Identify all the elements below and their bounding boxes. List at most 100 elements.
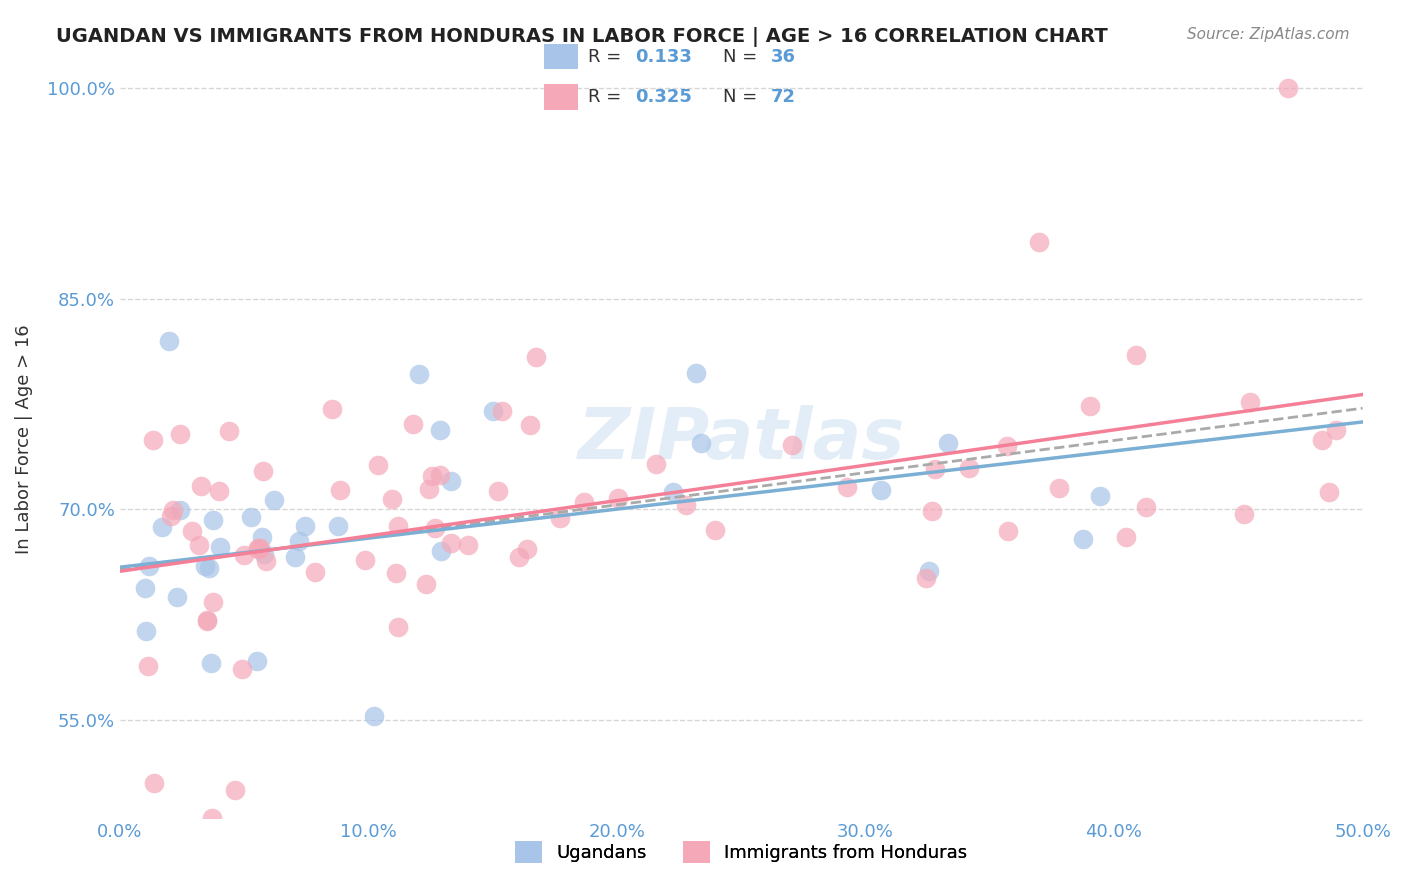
Point [440, 474, 463, 488]
Point [924, 462, 946, 476]
Point [143, 776, 166, 790]
Text: R =: R = [588, 87, 627, 105]
Point [401, 417, 423, 431]
Point [524, 351, 547, 365]
Point [169, 503, 191, 517]
Point [263, 493, 285, 508]
Point [995, 439, 1018, 453]
Point [1125, 347, 1147, 361]
Point [921, 504, 943, 518]
Text: 36: 36 [770, 47, 796, 65]
Point [190, 479, 212, 493]
Point [208, 483, 231, 498]
Point [429, 467, 451, 482]
Point [294, 519, 316, 533]
Point [188, 538, 211, 552]
Text: R =: R = [588, 47, 627, 65]
Point [381, 492, 404, 507]
Point [231, 662, 253, 676]
Point [160, 509, 183, 524]
Point [159, 868, 181, 882]
Point [1277, 80, 1299, 95]
Point [661, 485, 683, 500]
Text: UGANDAN VS IMMIGRANTS FROM HONDURAS IN LABOR FORCE | AGE > 16 CORRELATION CHART: UGANDAN VS IMMIGRANTS FROM HONDURAS IN L… [56, 27, 1108, 46]
Point [1239, 395, 1261, 409]
Y-axis label: In Labor Force | Age > 16: In Labor Force | Age > 16 [15, 324, 32, 554]
Point [574, 495, 596, 509]
Point [1078, 399, 1101, 413]
Point [415, 577, 437, 591]
Point [134, 581, 156, 595]
Point [239, 509, 262, 524]
FancyBboxPatch shape [544, 84, 578, 110]
Point [440, 535, 463, 549]
Point [252, 464, 274, 478]
Point [387, 519, 409, 533]
Point [1115, 530, 1137, 544]
Point [252, 547, 274, 561]
Point [385, 566, 408, 580]
Point [218, 424, 240, 438]
Point [703, 523, 725, 537]
Point [245, 654, 267, 668]
Text: 0.325: 0.325 [636, 87, 692, 105]
Point [780, 438, 803, 452]
Point [550, 511, 572, 525]
Point [142, 433, 165, 447]
Point [408, 367, 430, 381]
Point [354, 553, 377, 567]
Point [387, 619, 409, 633]
Point [429, 544, 451, 558]
Point [201, 595, 224, 609]
Point [181, 524, 204, 538]
Point [195, 615, 218, 629]
Point [516, 541, 538, 556]
Point [200, 812, 222, 826]
Point [457, 538, 479, 552]
Point [645, 457, 668, 471]
Text: N =: N = [723, 87, 763, 105]
Point [1326, 423, 1348, 437]
Point [1090, 489, 1112, 503]
Point [233, 548, 256, 562]
FancyBboxPatch shape [544, 44, 578, 70]
Point [1028, 235, 1050, 250]
Point [198, 561, 221, 575]
Point [150, 520, 173, 534]
Point [367, 458, 389, 473]
Point [1071, 532, 1094, 546]
Point [288, 534, 311, 549]
Point [159, 334, 181, 348]
Point [138, 558, 160, 573]
Point [328, 518, 350, 533]
Text: ZIPatlas: ZIPatlas [578, 405, 905, 474]
Text: 0.133: 0.133 [636, 47, 692, 65]
Point [136, 659, 159, 673]
Point [918, 564, 941, 578]
Point [418, 482, 440, 496]
Point [936, 436, 959, 450]
Point [508, 550, 530, 565]
Point [915, 570, 938, 584]
Point [246, 542, 269, 557]
Point [675, 498, 697, 512]
Point [997, 524, 1019, 538]
Point [486, 484, 509, 499]
Point [195, 613, 218, 627]
Point [837, 480, 859, 494]
Point [689, 436, 711, 450]
Point [1310, 433, 1333, 447]
Point [246, 541, 269, 555]
Text: N =: N = [723, 47, 763, 65]
Point [200, 656, 222, 670]
Text: Source: ZipAtlas.com: Source: ZipAtlas.com [1187, 27, 1350, 42]
Point [202, 513, 225, 527]
Point [481, 404, 503, 418]
Point [254, 553, 277, 567]
Point [250, 530, 273, 544]
Point [363, 709, 385, 723]
Legend: Ugandans, Immigrants from Honduras: Ugandans, Immigrants from Honduras [508, 834, 974, 870]
Point [224, 783, 246, 797]
Point [423, 521, 446, 535]
Point [519, 418, 541, 433]
